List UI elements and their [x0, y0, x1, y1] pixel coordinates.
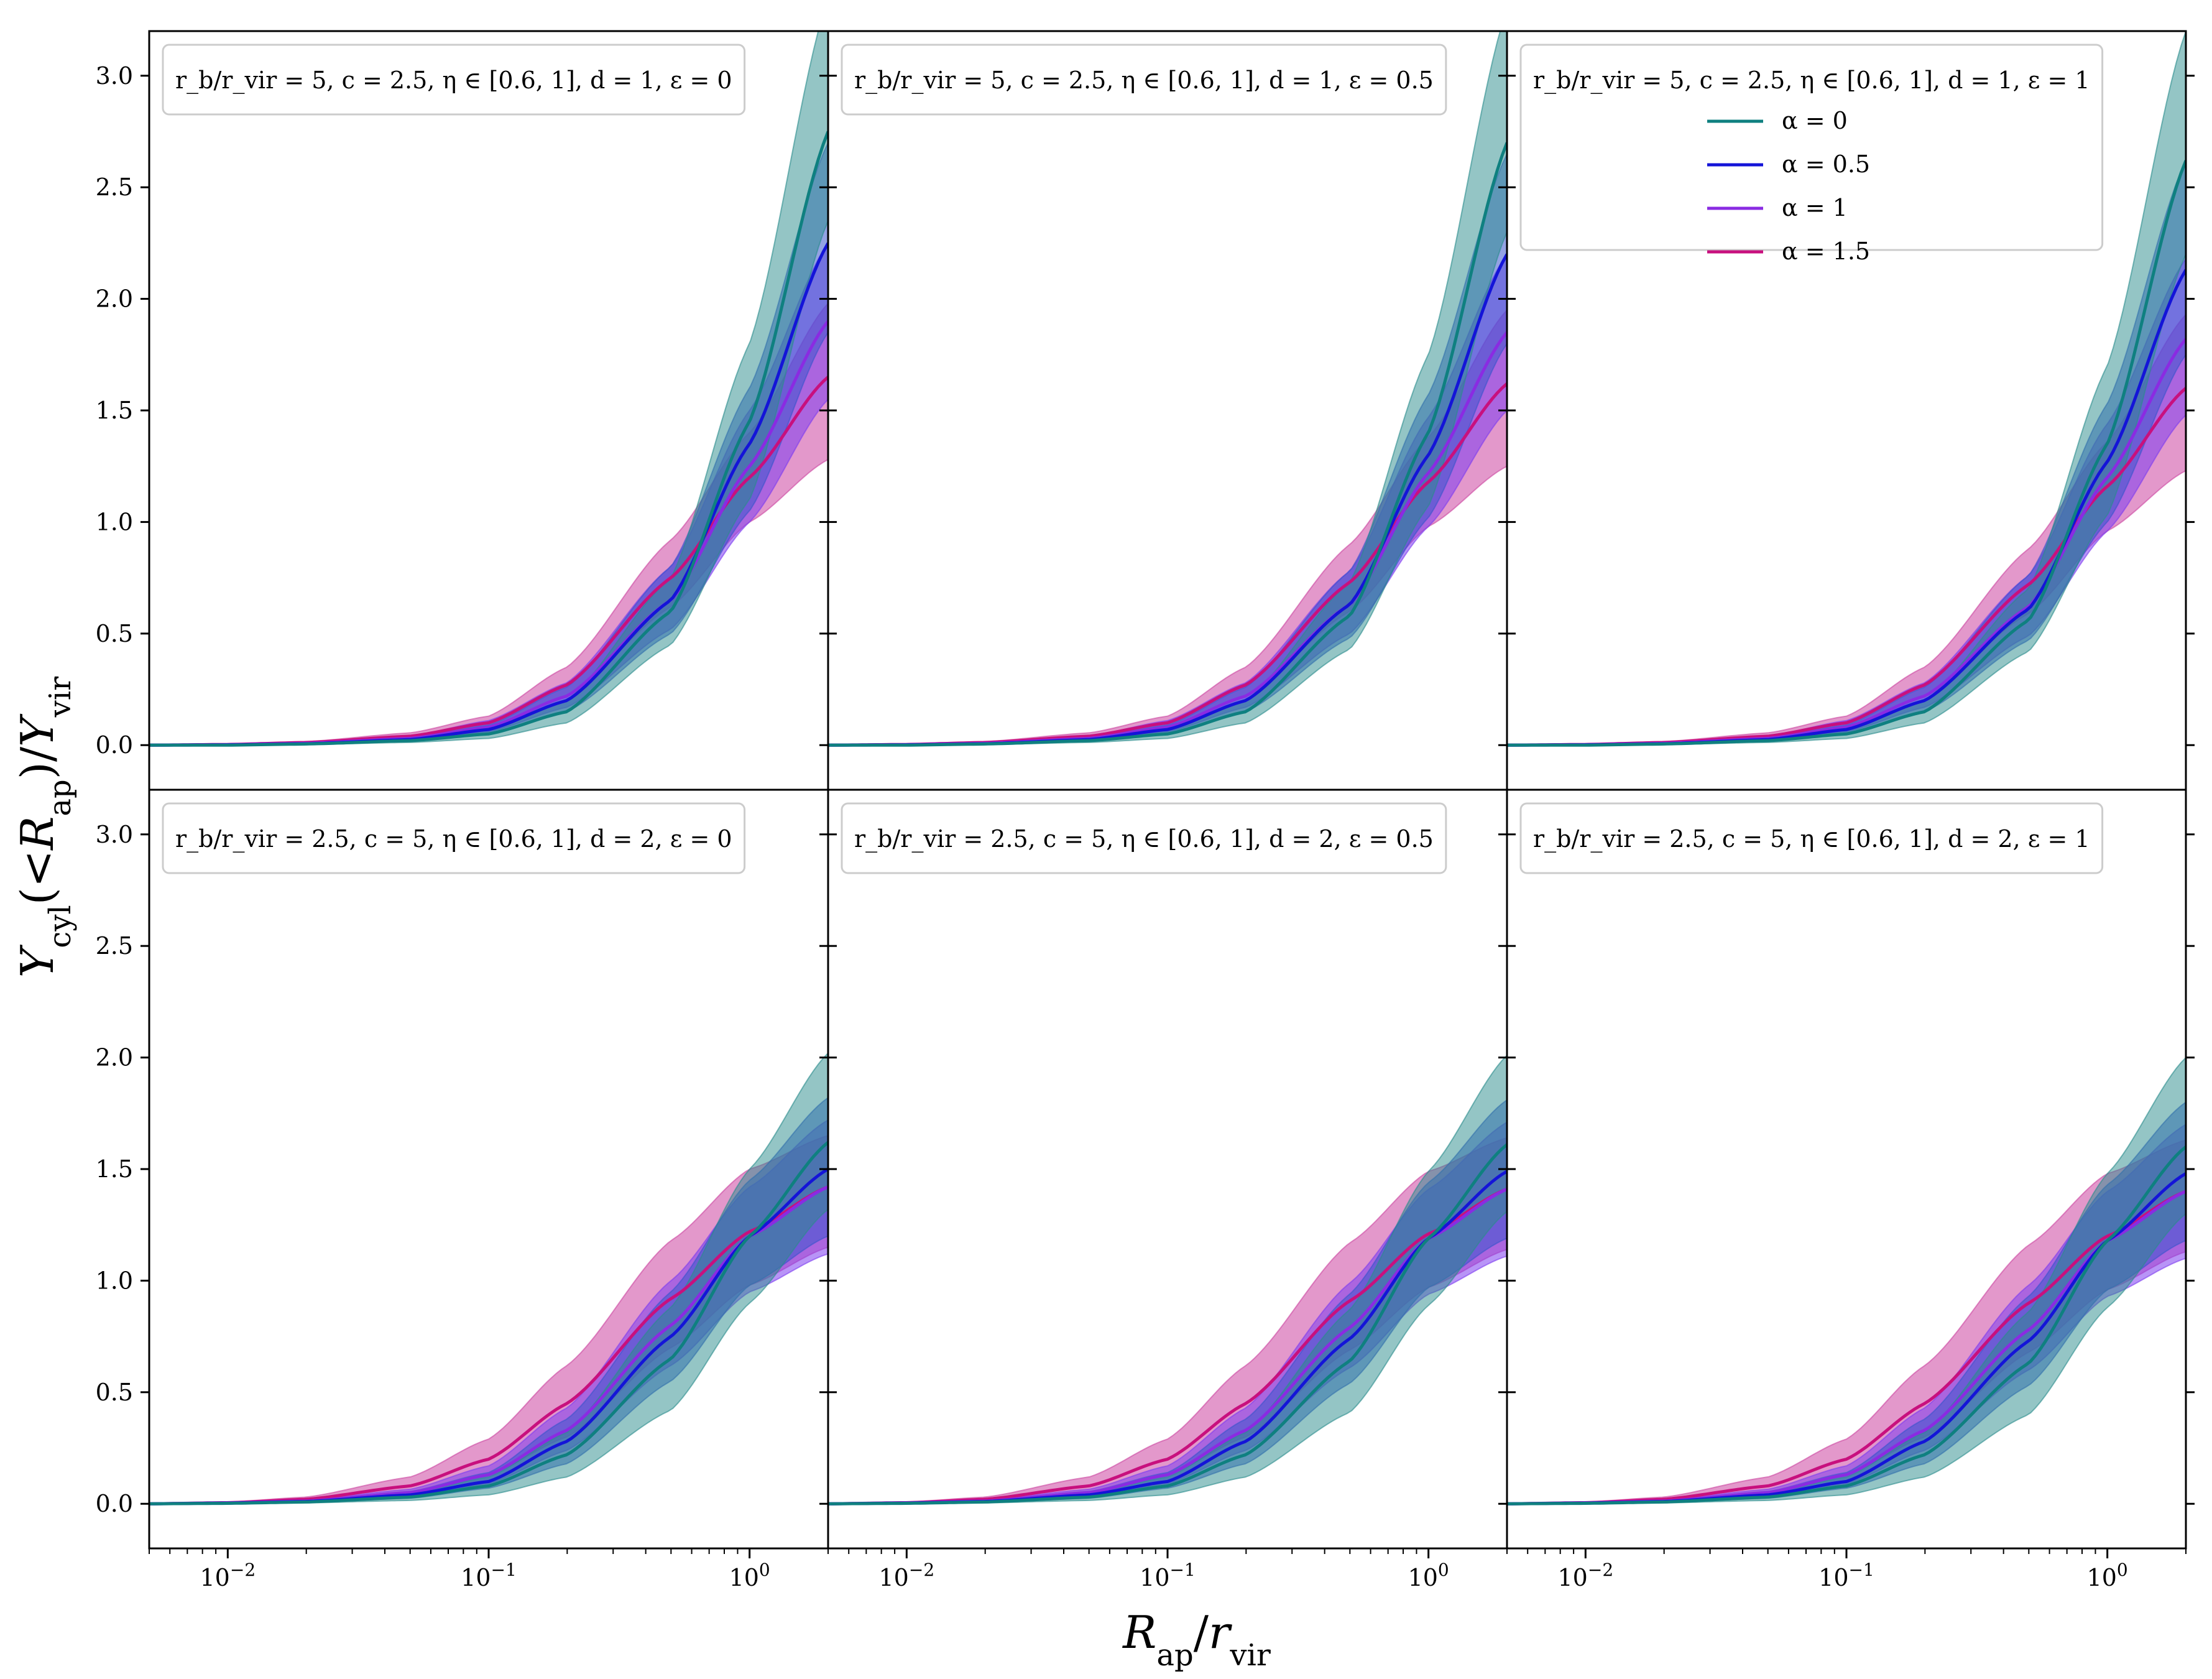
annotation-text: r_b/r_vir = 5, c = 2.5, η ∈ [0.6, 1], d …: [1533, 67, 2090, 95]
panel-annotation: r_b/r_vir = 5, c = 2.5, η ∈ [0.6, 1], d …: [1519, 44, 2104, 251]
x-tick-label: 10−1: [461, 1560, 517, 1591]
panel-annotation: r_b/r_vir = 5, c = 2.5, η ∈ [0.6, 1], d …: [162, 44, 746, 116]
panel-2: r_b/r_vir = 5, c = 2.5, η ∈ [0.6, 1], d …: [819, 30, 1516, 791]
plot-area: [1507, 1057, 2186, 1506]
y-tick-label: 3.0: [96, 821, 133, 848]
y-tick-label: 2.5: [96, 932, 133, 960]
panel-4: 0.0 0.5 1.0 1.5 2.0 2.5 3.0 10−2 10−1 100 r_b/r_vi…: [96, 789, 837, 1591]
legend: α = 0 α = 0.5 α = 1 α = 1.5: [1707, 107, 1870, 265]
annotation-text: r_b/r_vir = 5, c = 2.5, η ∈ [0.6, 1], d …: [854, 67, 1434, 95]
plot-area: [828, 31, 1507, 747]
annotation-box: [841, 44, 1447, 116]
line-alpha-0: [149, 1141, 828, 1506]
annotation-text: r_b/r_vir = 2.5, c = 5, η ∈ [0.6, 1], d …: [854, 825, 1434, 853]
legend-label: α = 1.5: [1782, 238, 1870, 265]
x-tick-label: 10−2: [879, 1560, 935, 1591]
y-axis-label: Ycyl(<Rap)/Yvir: [11, 677, 78, 978]
panel-6: 10−2 10−1 100 r_b/r_vir = 2.5, c = 5, η ∈ […: [1498, 789, 2195, 1591]
x-axis-label: Rap/rvir: [1122, 1606, 1271, 1673]
annotation-text: r_b/r_vir = 5, c = 2.5, η ∈ [0.6, 1], d …: [175, 67, 732, 95]
line-alpha-0: [1507, 1145, 2186, 1506]
plot-area: [149, 1052, 828, 1506]
y-tick-label: 0.0: [96, 1490, 133, 1517]
y-tick-label: 1.5: [96, 1155, 133, 1183]
y-tick-label: 2.5: [96, 173, 133, 201]
y-tick-label: 2.0: [96, 285, 133, 313]
line-alpha-0: [149, 131, 828, 747]
panel-3: r_b/r_vir = 5, c = 2.5, η ∈ [0.6, 1], d …: [1498, 30, 2195, 791]
y-tick-label: 0.0: [96, 731, 133, 759]
x-tick-label: 10−2: [1558, 1560, 1614, 1591]
line-alpha-0: [828, 142, 1507, 747]
panels: 0.0 0.5 1.0 1.5 2.0 2.5 3.0 r_b/r_vir = 5, c = …: [96, 30, 2195, 1591]
annotation-text: r_b/r_vir = 2.5, c = 5, η ∈ [0.6, 1], d …: [1533, 825, 2090, 853]
plot-area: [149, 31, 828, 747]
y-tick-label: 1.0: [96, 508, 133, 535]
plot-area: [1507, 31, 2186, 747]
annotation-box: [1519, 802, 2104, 874]
panel-annotation: r_b/r_vir = 2.5, c = 5, η ∈ [0.6, 1], d …: [162, 802, 746, 874]
x-tick-label: 100: [729, 1560, 770, 1591]
line-alpha-0: [1507, 160, 2186, 747]
annotation-box: [162, 802, 746, 874]
panel-annotation: r_b/r_vir = 5, c = 2.5, η ∈ [0.6, 1], d …: [841, 44, 1447, 116]
panel-5: 10−2 10−1 100 r_b/r_vir = 2.5, c = 5, η ∈ […: [819, 789, 1516, 1591]
x-tick-label: 10−1: [1140, 1560, 1196, 1591]
line-alpha-0: [828, 1143, 1507, 1506]
annotation-text: r_b/r_vir = 2.5, c = 5, η ∈ [0.6, 1], d …: [175, 825, 732, 853]
y-tick-label: 1.0: [96, 1267, 133, 1294]
panel-annotation: r_b/r_vir = 2.5, c = 5, η ∈ [0.6, 1], d …: [1519, 802, 2104, 874]
legend-label: α = 0: [1782, 107, 1848, 134]
legend-label: α = 1: [1782, 194, 1848, 221]
panel-annotation: r_b/r_vir = 2.5, c = 5, η ∈ [0.6, 1], d …: [841, 802, 1447, 874]
x-tick-label: 10−2: [200, 1560, 256, 1591]
y-tick-label: 0.5: [96, 620, 133, 647]
y-tick-label: 3.0: [96, 62, 133, 90]
annotation-box: [1519, 44, 2104, 251]
y-tick-label: 2.0: [96, 1044, 133, 1071]
plot-area: [828, 1054, 1507, 1506]
x-tick-label: 10−1: [1818, 1560, 1874, 1591]
annotation-box: [841, 802, 1447, 874]
x-tick-label: 100: [1408, 1560, 1449, 1591]
y-tick-label: 1.5: [96, 397, 133, 424]
legend-label: α = 0.5: [1782, 150, 1870, 178]
annotation-box: [162, 44, 746, 116]
y-tick-label: 0.5: [96, 1379, 133, 1406]
x-tick-label: 100: [2087, 1560, 2128, 1591]
